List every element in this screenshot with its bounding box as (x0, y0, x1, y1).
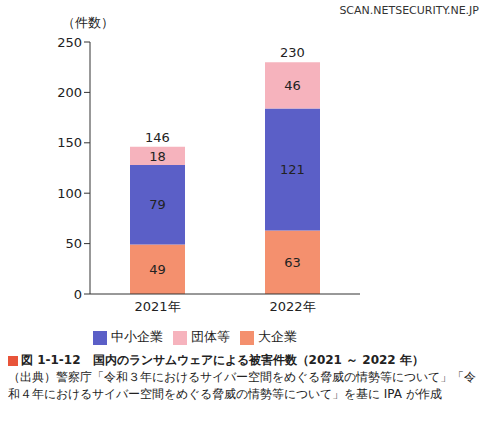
svg-text:100: 100 (57, 186, 82, 201)
svg-text:146: 146 (145, 130, 170, 145)
html-text:SCAN.NETSECURITY.NE.JP: SCAN.NETSECURITY.NE.JP (339, 4, 479, 17)
html-text:中小企業: 中小企業 (111, 329, 163, 344)
html-text:団体等: 団体等 (191, 329, 230, 344)
svg-text:50: 50 (65, 236, 82, 251)
svg-text:63: 63 (284, 255, 301, 270)
svg-text:18: 18 (149, 149, 166, 164)
html-text:（出典）警察庁「令和３年におけるサイバー空間をめぐる脅威の情: （出典）警察庁「令和３年におけるサイバー空間をめぐる脅威の情勢等について」「令和… (8, 370, 476, 401)
svg-text:230: 230 (280, 45, 305, 60)
svg-text:2022年: 2022年 (269, 299, 315, 314)
svg-text:150: 150 (57, 135, 82, 150)
svg-text:0: 0 (74, 287, 82, 302)
html-text:図 1-1-12 国内のランサムウェアによる被害件数（202: 図 1-1-12 国内のランサムウェアによる被害件数（2021 ～ 2022 年… (21, 353, 424, 367)
html-text:（件数）: （件数） (62, 15, 114, 30)
svg-text:2021年: 2021年 (134, 299, 180, 314)
svg-text:49: 49 (149, 262, 166, 277)
svg-text:121: 121 (280, 162, 305, 177)
svg-text:200: 200 (57, 85, 82, 100)
html-text:大企業: 大企業 (258, 329, 297, 344)
svg-text:250: 250 (57, 35, 82, 50)
svg-text:79: 79 (149, 197, 166, 212)
svg-text:46: 46 (284, 78, 301, 93)
